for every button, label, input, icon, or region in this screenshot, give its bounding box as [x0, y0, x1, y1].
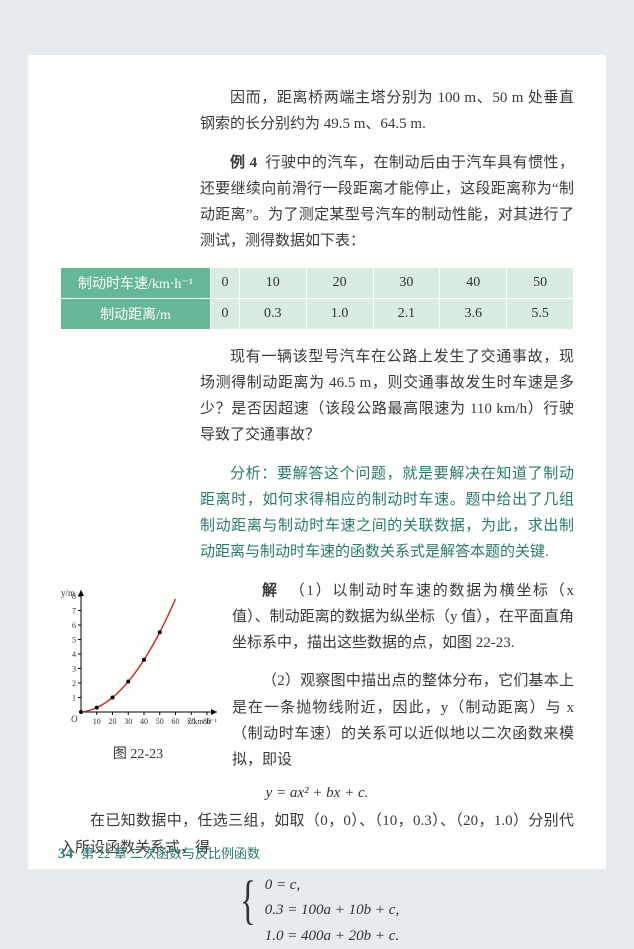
table-cell: 5.5 — [507, 298, 574, 329]
formula: y = ax² + bx + c. — [60, 785, 574, 802]
scatter-chart: 102030405060708012345678Oy/mx/km·h⁻¹ — [55, 584, 221, 734]
table-cell: 1.0 — [306, 298, 373, 329]
analysis-para: 分析：要解答这个问题，就是要解决在知道了制动距离时，如何求得相应的制动时车速。题… — [200, 461, 574, 566]
brace-icon: { — [240, 873, 256, 949]
svg-text:6: 6 — [72, 621, 76, 630]
svg-text:y/m: y/m — [61, 588, 75, 598]
intro-conclusion: 因而，距离桥两端主塔分别为 100 m、50 m 处垂直钢索的长分别约为 49.… — [200, 85, 574, 138]
table-cell: 0 — [211, 298, 240, 329]
row-header: 制动时车速/km·h⁻¹ — [61, 267, 211, 298]
svg-text:3: 3 — [72, 664, 76, 673]
table-cell: 30 — [373, 267, 440, 298]
table-cell: 2.1 — [373, 298, 440, 329]
svg-text:4: 4 — [72, 650, 76, 659]
equation-line: 0.3 = 100a + 10b + c, — [265, 898, 400, 924]
table-cell: 0 — [211, 267, 240, 298]
table-row: 制动时车速/km·h⁻¹ 0 10 20 30 40 50 — [61, 267, 574, 298]
svg-text:O: O — [71, 714, 78, 724]
table-cell: 0.3 — [239, 298, 306, 329]
page-footer: 34 第 22 章 二次函数与反比例函数 — [58, 843, 260, 863]
example-label: 例 4 — [230, 155, 257, 171]
chapter-title: 第 22 章 二次函数与反比例函数 — [81, 846, 260, 861]
solution-label: 解 — [262, 583, 279, 599]
svg-text:60: 60 — [172, 717, 180, 726]
row-header: 制动距离/m — [61, 298, 211, 329]
svg-text:30: 30 — [124, 717, 132, 726]
solution-part2a: （2）观察图中描出点的整体分布，它们基本上是在一条抛物线附近，因此，y（制动距离… — [232, 668, 574, 773]
analysis-label: 分析： — [230, 466, 277, 482]
equation-system: { 0 = c, 0.3 = 100a + 10b + c, 1.0 = 400… — [60, 873, 574, 949]
svg-text:20: 20 — [109, 717, 117, 726]
svg-text:7: 7 — [72, 606, 76, 615]
svg-text:50: 50 — [156, 717, 164, 726]
equation-line: 1.0 = 400a + 20b + c. — [265, 924, 400, 949]
svg-text:40: 40 — [140, 717, 148, 726]
example-4: 例 4 行驶中的汽车，在制动后由于汽车具有惯性，还要继续向前滑行一段距离才能停止… — [200, 150, 574, 255]
question-para: 现有一辆该型号汽车在公路上发生了交通事故，现场测得制动距离为 46.5 m，则交… — [200, 344, 574, 449]
example-text: 行驶中的汽车，在制动后由于汽车具有惯性，还要继续向前滑行一段距离才能停止，这段距… — [200, 155, 574, 250]
chart-caption: 图 22-23 — [54, 743, 222, 763]
table-cell: 40 — [440, 267, 507, 298]
table-cell: 3.6 — [440, 298, 507, 329]
svg-text:5: 5 — [72, 635, 76, 644]
page-number: 34 — [58, 846, 73, 862]
svg-text:2: 2 — [72, 679, 76, 688]
table-cell: 20 — [306, 267, 373, 298]
svg-text:1: 1 — [72, 693, 76, 702]
svg-text:x/km·h⁻¹: x/km·h⁻¹ — [187, 717, 217, 726]
equation-line: 0 = c, — [265, 873, 400, 899]
solution-part1-text: （1）以制动时车速的数据为横坐标（x 值）、制动距离的数据为纵坐标（y 值），在… — [232, 583, 574, 652]
chart-figure: 102030405060708012345678Oy/mx/km·h⁻¹ 图 2… — [54, 584, 222, 763]
svg-text:10: 10 — [93, 717, 101, 726]
data-table: 制动时车速/km·h⁻¹ 0 10 20 30 40 50 制动距离/m 0 0… — [60, 267, 574, 330]
table-cell: 50 — [507, 267, 574, 298]
table-row: 制动距离/m 0 0.3 1.0 2.1 3.6 5.5 — [61, 298, 574, 329]
solution-part1: 解 （1）以制动时车速的数据为横坐标（x 值）、制动距离的数据为纵坐标（y 值）… — [232, 578, 574, 657]
table-cell: 10 — [239, 267, 306, 298]
